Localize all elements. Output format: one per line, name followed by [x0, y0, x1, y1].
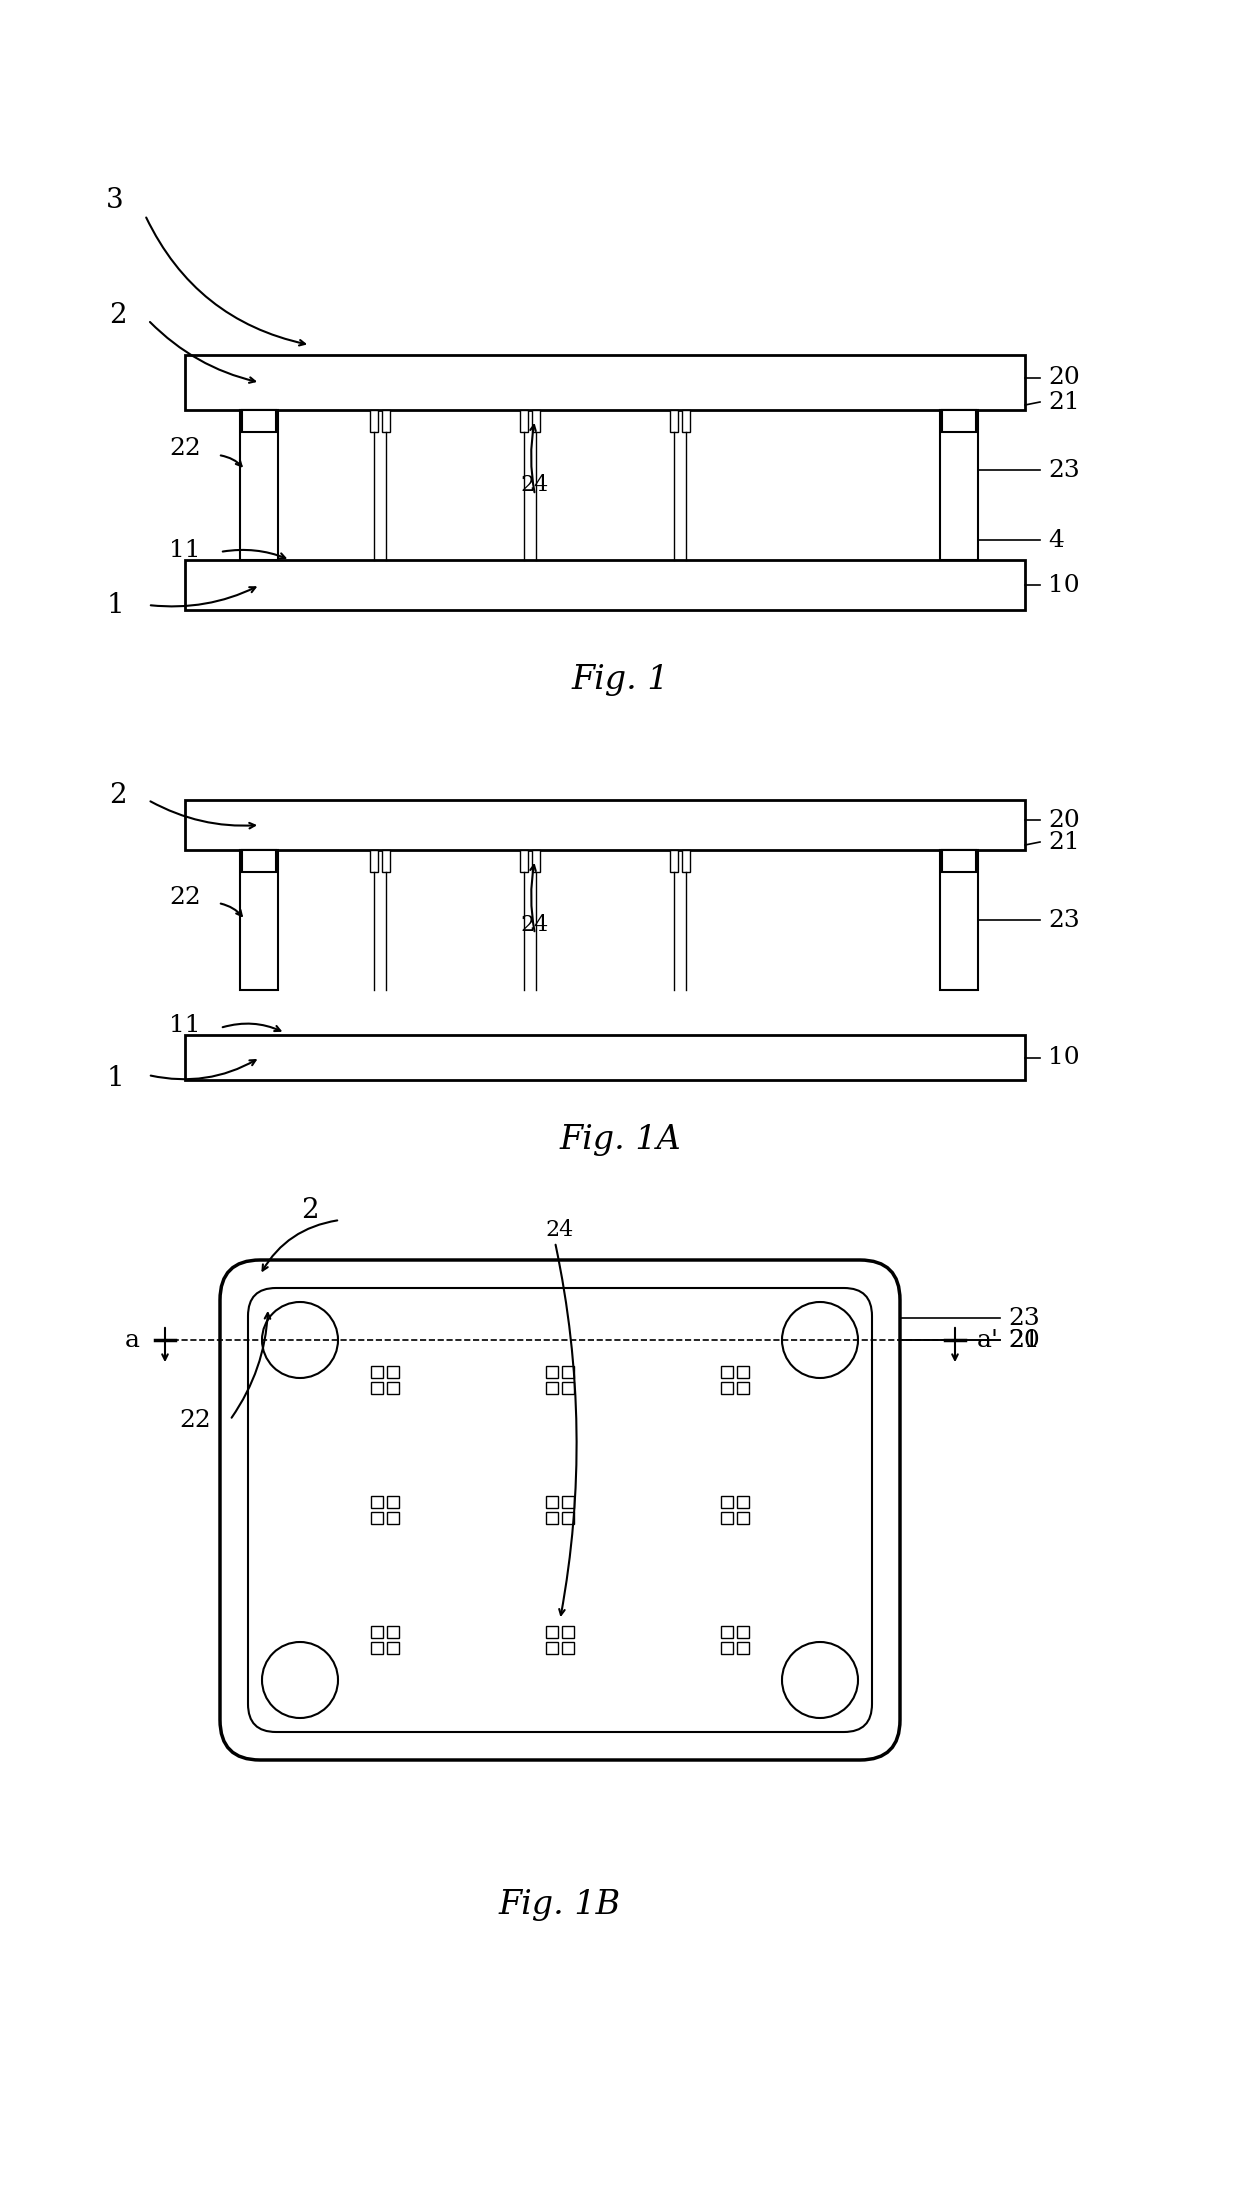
- Text: 11: 11: [169, 1014, 201, 1036]
- Bar: [737, 1367, 749, 1378]
- Bar: [546, 1496, 558, 1509]
- Text: 24: 24: [521, 473, 549, 495]
- Text: 22: 22: [169, 436, 201, 460]
- Bar: [532, 410, 539, 431]
- Bar: [737, 1382, 749, 1395]
- Bar: [670, 850, 678, 872]
- Bar: [737, 1511, 749, 1524]
- Text: 2: 2: [301, 1196, 319, 1224]
- Bar: [185, 799, 1025, 850]
- Text: 20: 20: [1008, 1329, 1040, 1351]
- Bar: [720, 1367, 733, 1378]
- Text: 21: 21: [1048, 390, 1080, 414]
- Text: 24: 24: [546, 1220, 574, 1242]
- Bar: [370, 410, 378, 431]
- Text: 3: 3: [107, 186, 124, 212]
- Bar: [720, 1496, 733, 1509]
- FancyBboxPatch shape: [248, 1288, 872, 1732]
- Bar: [562, 1625, 574, 1638]
- Text: Fig. 1A: Fig. 1A: [559, 1123, 681, 1156]
- Bar: [546, 1367, 558, 1378]
- Bar: [942, 850, 976, 872]
- Bar: [562, 1367, 574, 1378]
- Bar: [382, 410, 391, 431]
- Text: 1: 1: [107, 591, 124, 618]
- Text: 10: 10: [1048, 1047, 1080, 1069]
- Bar: [387, 1496, 399, 1509]
- Bar: [720, 1511, 733, 1524]
- Bar: [387, 1382, 399, 1395]
- Bar: [241, 410, 278, 561]
- Text: 20: 20: [1048, 808, 1080, 832]
- Bar: [371, 1496, 383, 1509]
- Bar: [242, 850, 277, 872]
- Bar: [371, 1367, 383, 1378]
- Bar: [720, 1382, 733, 1395]
- Bar: [242, 410, 277, 431]
- Bar: [520, 850, 528, 872]
- Bar: [185, 561, 1025, 611]
- Bar: [682, 410, 689, 431]
- Text: 2: 2: [109, 782, 126, 808]
- Bar: [682, 850, 689, 872]
- Text: Fig. 1B: Fig. 1B: [498, 1890, 621, 1921]
- Text: 24: 24: [521, 913, 549, 935]
- Text: 21: 21: [1008, 1329, 1039, 1351]
- Bar: [371, 1511, 383, 1524]
- Bar: [371, 1625, 383, 1638]
- Bar: [370, 850, 378, 872]
- Bar: [387, 1642, 399, 1653]
- Bar: [546, 1511, 558, 1524]
- Text: 2: 2: [109, 302, 126, 328]
- Bar: [241, 850, 278, 990]
- Text: 22: 22: [179, 1408, 211, 1432]
- Text: 1: 1: [107, 1064, 124, 1091]
- Bar: [737, 1642, 749, 1653]
- Text: 23: 23: [1048, 909, 1080, 931]
- Bar: [720, 1625, 733, 1638]
- Bar: [387, 1511, 399, 1524]
- Bar: [720, 1642, 733, 1653]
- Bar: [520, 410, 528, 431]
- Text: 10: 10: [1048, 574, 1080, 596]
- Bar: [371, 1642, 383, 1653]
- Bar: [940, 410, 978, 561]
- Text: 21: 21: [1048, 830, 1080, 854]
- Bar: [185, 1036, 1025, 1080]
- Bar: [546, 1382, 558, 1395]
- Text: a': a': [977, 1329, 999, 1351]
- Text: 4: 4: [1048, 528, 1064, 552]
- Bar: [670, 410, 678, 431]
- Bar: [387, 1625, 399, 1638]
- Text: a: a: [124, 1329, 140, 1351]
- Bar: [562, 1511, 574, 1524]
- Bar: [546, 1642, 558, 1653]
- Bar: [532, 850, 539, 872]
- Text: 22: 22: [169, 885, 201, 909]
- Bar: [737, 1496, 749, 1509]
- Bar: [185, 355, 1025, 410]
- Text: 11: 11: [169, 539, 201, 561]
- Bar: [371, 1382, 383, 1395]
- Bar: [382, 850, 391, 872]
- Bar: [546, 1625, 558, 1638]
- Bar: [737, 1625, 749, 1638]
- Text: 23: 23: [1008, 1307, 1040, 1329]
- Bar: [940, 850, 978, 990]
- Text: 23: 23: [1048, 458, 1080, 482]
- Bar: [942, 410, 976, 431]
- Bar: [562, 1642, 574, 1653]
- Bar: [387, 1367, 399, 1378]
- Bar: [562, 1496, 574, 1509]
- Text: Fig. 1: Fig. 1: [572, 664, 668, 696]
- FancyBboxPatch shape: [219, 1259, 900, 1761]
- Text: 20: 20: [1048, 366, 1080, 390]
- Bar: [562, 1382, 574, 1395]
